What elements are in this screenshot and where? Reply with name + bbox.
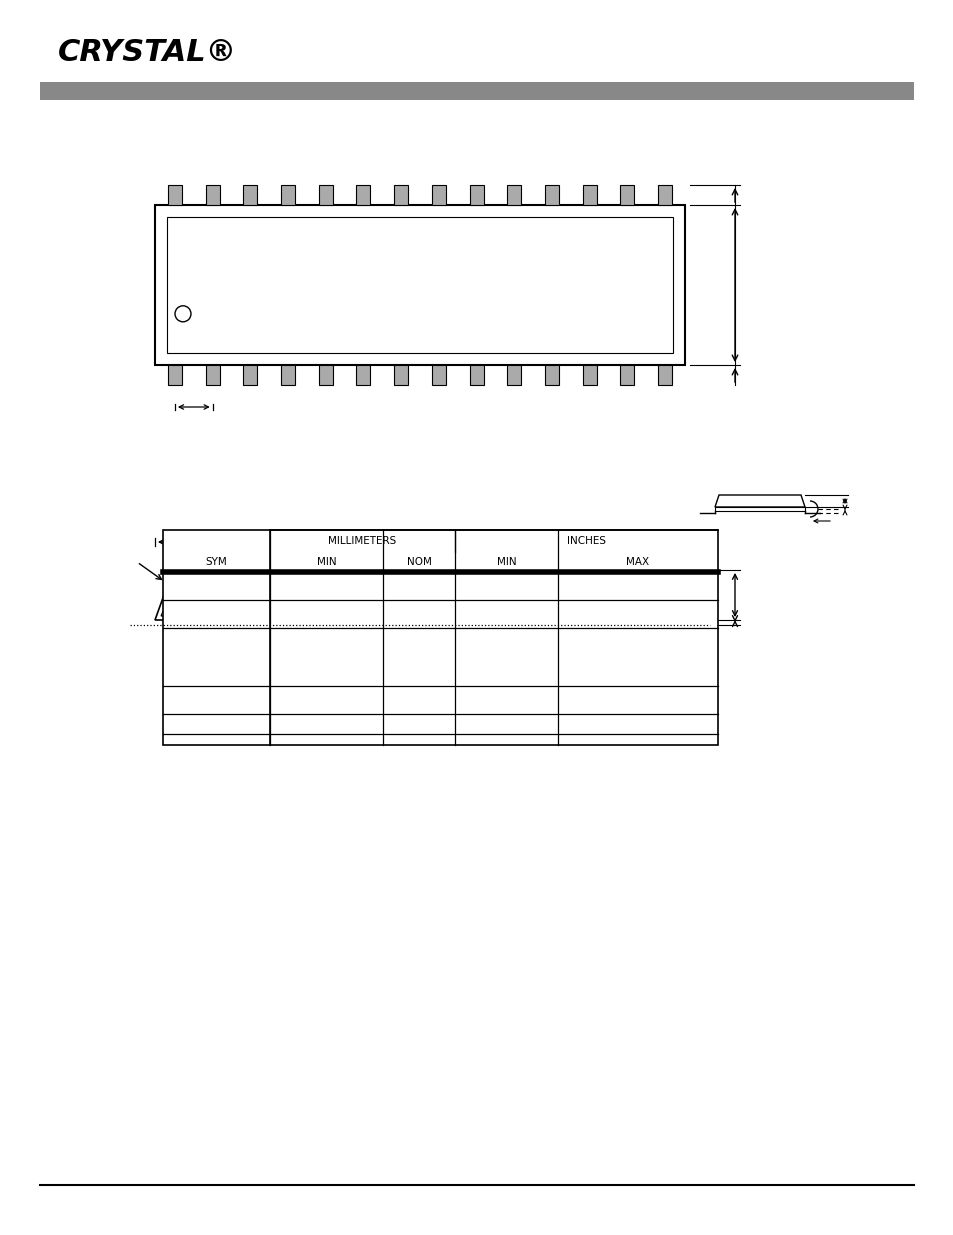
Bar xyxy=(243,185,257,205)
Bar xyxy=(318,366,333,385)
Bar xyxy=(318,185,333,205)
Polygon shape xyxy=(154,571,684,620)
Bar xyxy=(40,82,913,100)
Polygon shape xyxy=(714,495,804,508)
Text: INCHES: INCHES xyxy=(566,536,605,546)
Bar xyxy=(469,366,483,385)
Bar xyxy=(544,366,558,385)
Bar xyxy=(154,205,684,366)
Bar xyxy=(163,530,718,745)
Bar xyxy=(208,618,217,625)
Text: SYM: SYM xyxy=(206,557,227,567)
Bar xyxy=(547,618,556,625)
Bar xyxy=(582,366,596,385)
Bar xyxy=(356,366,370,385)
Bar xyxy=(358,618,368,625)
Bar xyxy=(507,185,520,205)
Bar xyxy=(658,366,671,385)
Bar xyxy=(206,185,219,205)
Text: NOM: NOM xyxy=(406,557,431,567)
Bar xyxy=(622,618,631,625)
Text: MIN: MIN xyxy=(497,557,516,567)
Bar xyxy=(507,366,520,385)
Bar xyxy=(281,185,294,205)
Bar xyxy=(544,185,558,205)
Bar xyxy=(356,185,370,205)
Bar xyxy=(394,366,408,385)
Bar xyxy=(246,618,254,625)
Bar xyxy=(584,618,594,625)
Text: MILLIMETERS: MILLIMETERS xyxy=(328,536,396,546)
Bar xyxy=(469,185,483,205)
Text: MAX: MAX xyxy=(626,557,649,567)
Bar xyxy=(171,618,179,625)
Bar xyxy=(432,185,445,205)
Bar xyxy=(659,618,669,625)
Bar xyxy=(434,618,443,625)
Bar xyxy=(321,618,330,625)
Bar xyxy=(394,185,408,205)
Bar xyxy=(283,618,293,625)
Bar xyxy=(472,618,480,625)
Bar xyxy=(243,366,257,385)
Bar xyxy=(714,508,804,511)
Bar xyxy=(167,217,672,353)
Text: CRYSTAL®: CRYSTAL® xyxy=(58,38,237,67)
Bar xyxy=(281,366,294,385)
Bar xyxy=(396,618,405,625)
Text: MIN: MIN xyxy=(316,557,336,567)
Bar xyxy=(582,185,596,205)
Bar xyxy=(658,185,671,205)
Bar xyxy=(619,185,634,205)
Bar xyxy=(168,366,182,385)
Bar xyxy=(509,618,518,625)
Bar xyxy=(432,366,445,385)
Polygon shape xyxy=(161,578,679,616)
Bar xyxy=(206,366,219,385)
Bar xyxy=(619,366,634,385)
Bar xyxy=(168,185,182,205)
